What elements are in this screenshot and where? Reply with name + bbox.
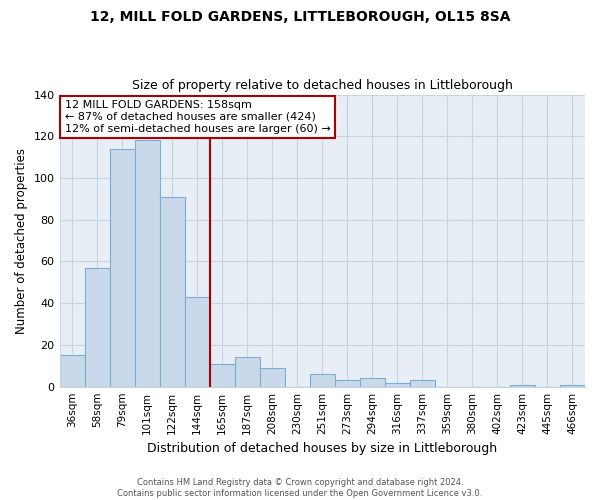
Bar [335, 380, 360, 386]
Text: Contains HM Land Registry data © Crown copyright and database right 2024.
Contai: Contains HM Land Registry data © Crown c… [118, 478, 482, 498]
Bar [134, 140, 160, 386]
Bar [160, 197, 185, 386]
Y-axis label: Number of detached properties: Number of detached properties [15, 148, 28, 334]
Bar [235, 358, 260, 386]
Bar [110, 149, 134, 386]
Bar [209, 364, 235, 386]
Text: 12, MILL FOLD GARDENS, LITTLEBOROUGH, OL15 8SA: 12, MILL FOLD GARDENS, LITTLEBOROUGH, OL… [90, 10, 510, 24]
Title: Size of property relative to detached houses in Littleborough: Size of property relative to detached ho… [132, 79, 513, 92]
Bar [260, 368, 285, 386]
X-axis label: Distribution of detached houses by size in Littleborough: Distribution of detached houses by size … [147, 442, 497, 455]
Bar [385, 382, 410, 386]
Bar [410, 380, 435, 386]
Bar [59, 356, 85, 386]
Bar [360, 378, 385, 386]
Bar [310, 374, 335, 386]
Text: 12 MILL FOLD GARDENS: 158sqm
← 87% of detached houses are smaller (424)
12% of s: 12 MILL FOLD GARDENS: 158sqm ← 87% of de… [65, 100, 331, 134]
Bar [85, 268, 110, 386]
Bar [185, 297, 209, 386]
Bar [560, 384, 585, 386]
Bar [510, 384, 535, 386]
